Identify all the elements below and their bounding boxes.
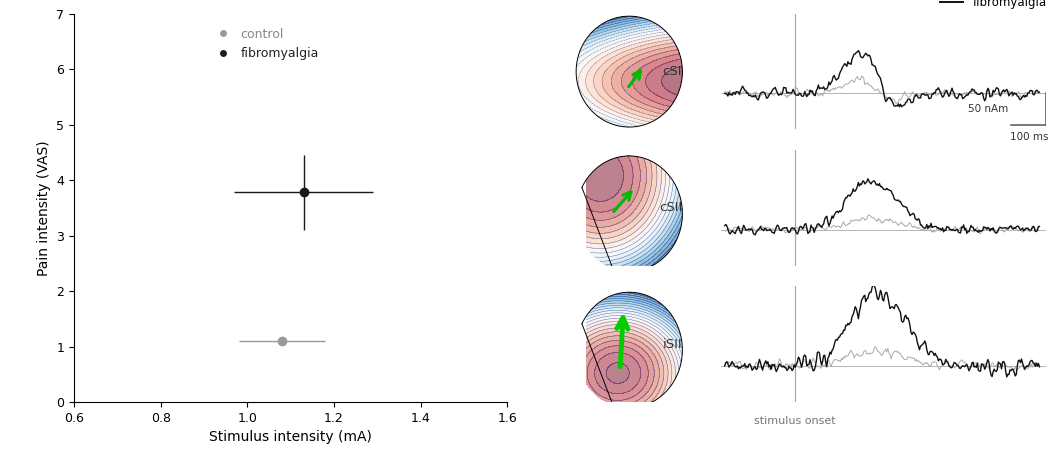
X-axis label: Stimulus intensity (mA): Stimulus intensity (mA) [209,430,372,444]
Text: cSII: cSII [659,201,682,214]
Text: 100 ms: 100 ms [1009,132,1049,142]
Text: stimulus onset: stimulus onset [754,416,835,426]
Legend: control, fibromyalgia: control, fibromyalgia [210,28,318,60]
Legend: control, fibromyalgia: control, fibromyalgia [940,0,1047,9]
Y-axis label: Pain intensity (VAS): Pain intensity (VAS) [37,140,51,276]
Text: cSI: cSI [663,65,682,78]
Text: iSII: iSII [663,338,682,351]
Text: 50 nAm: 50 nAm [968,104,1008,114]
